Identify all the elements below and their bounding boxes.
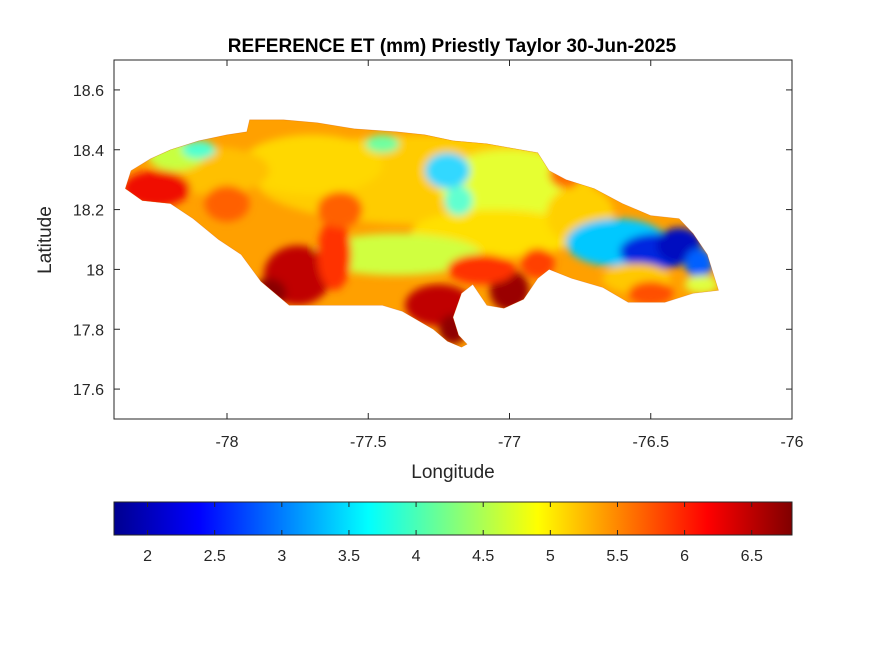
x-tick-label: -77.5 xyxy=(350,434,387,451)
et-patch xyxy=(447,254,516,285)
y-tick-label: 18.4 xyxy=(73,143,104,160)
et-patch xyxy=(520,248,555,279)
et-patch xyxy=(438,149,581,222)
colorbar-ticks: 2 2.5 3 3.5 4 4.5 5 5.5 6 6.5 xyxy=(143,502,763,565)
et-patch xyxy=(444,185,473,216)
et-patch xyxy=(628,281,674,306)
y-tick-label: 17.8 xyxy=(73,322,104,339)
plot-title: REFERENCE ET (mm) Priestly Taylor 30-Jun… xyxy=(228,36,677,57)
et-patch xyxy=(317,218,352,291)
y-tick-label: 18.2 xyxy=(73,203,104,220)
colorbar-tick-label: 2 xyxy=(143,548,152,565)
y-tick-label: 18 xyxy=(86,262,104,279)
colorbar-tick-label: 5.5 xyxy=(606,548,628,565)
colorbar-tick-label: 3 xyxy=(277,548,286,565)
colorbar-tick-label: 3.5 xyxy=(338,548,360,565)
colorbar-tick-label: 6.5 xyxy=(741,548,763,565)
x-axis-label: Longitude xyxy=(411,462,494,483)
colorbar-tick-label: 4 xyxy=(412,548,421,565)
y-tick-label: 18.6 xyxy=(73,83,104,100)
y-tick-label: 17.6 xyxy=(73,382,104,399)
x-axis: -78 -77.5 -77 -76.5 -76 xyxy=(215,60,804,451)
et-patch xyxy=(125,170,191,207)
jamaica-outline xyxy=(124,119,719,348)
colorbar-tick-label: 5 xyxy=(546,548,555,565)
x-tick-label: -78 xyxy=(215,434,238,451)
et-patch xyxy=(311,233,482,276)
colorbar-tick-label: 6 xyxy=(680,548,689,565)
y-axis: 17.6 17.8 18 18.2 18.4 18.6 xyxy=(73,83,792,399)
colorbar-tick-label: 2.5 xyxy=(204,548,226,565)
et-patch xyxy=(204,185,250,222)
et-patch xyxy=(241,134,383,195)
x-tick-label: -76 xyxy=(780,434,803,451)
et-patch xyxy=(684,248,713,279)
x-tick-label: -76.5 xyxy=(633,434,670,451)
et-patch xyxy=(424,152,470,189)
et-patch xyxy=(365,134,400,153)
y-axis-label: Latitude xyxy=(35,206,56,274)
et-patch xyxy=(684,275,719,294)
et-patch xyxy=(181,140,216,159)
x-tick-label: -77 xyxy=(498,434,521,451)
colorbar xyxy=(113,501,793,536)
colorbar-tick-label: 4.5 xyxy=(472,548,494,565)
et-patch xyxy=(317,191,363,228)
